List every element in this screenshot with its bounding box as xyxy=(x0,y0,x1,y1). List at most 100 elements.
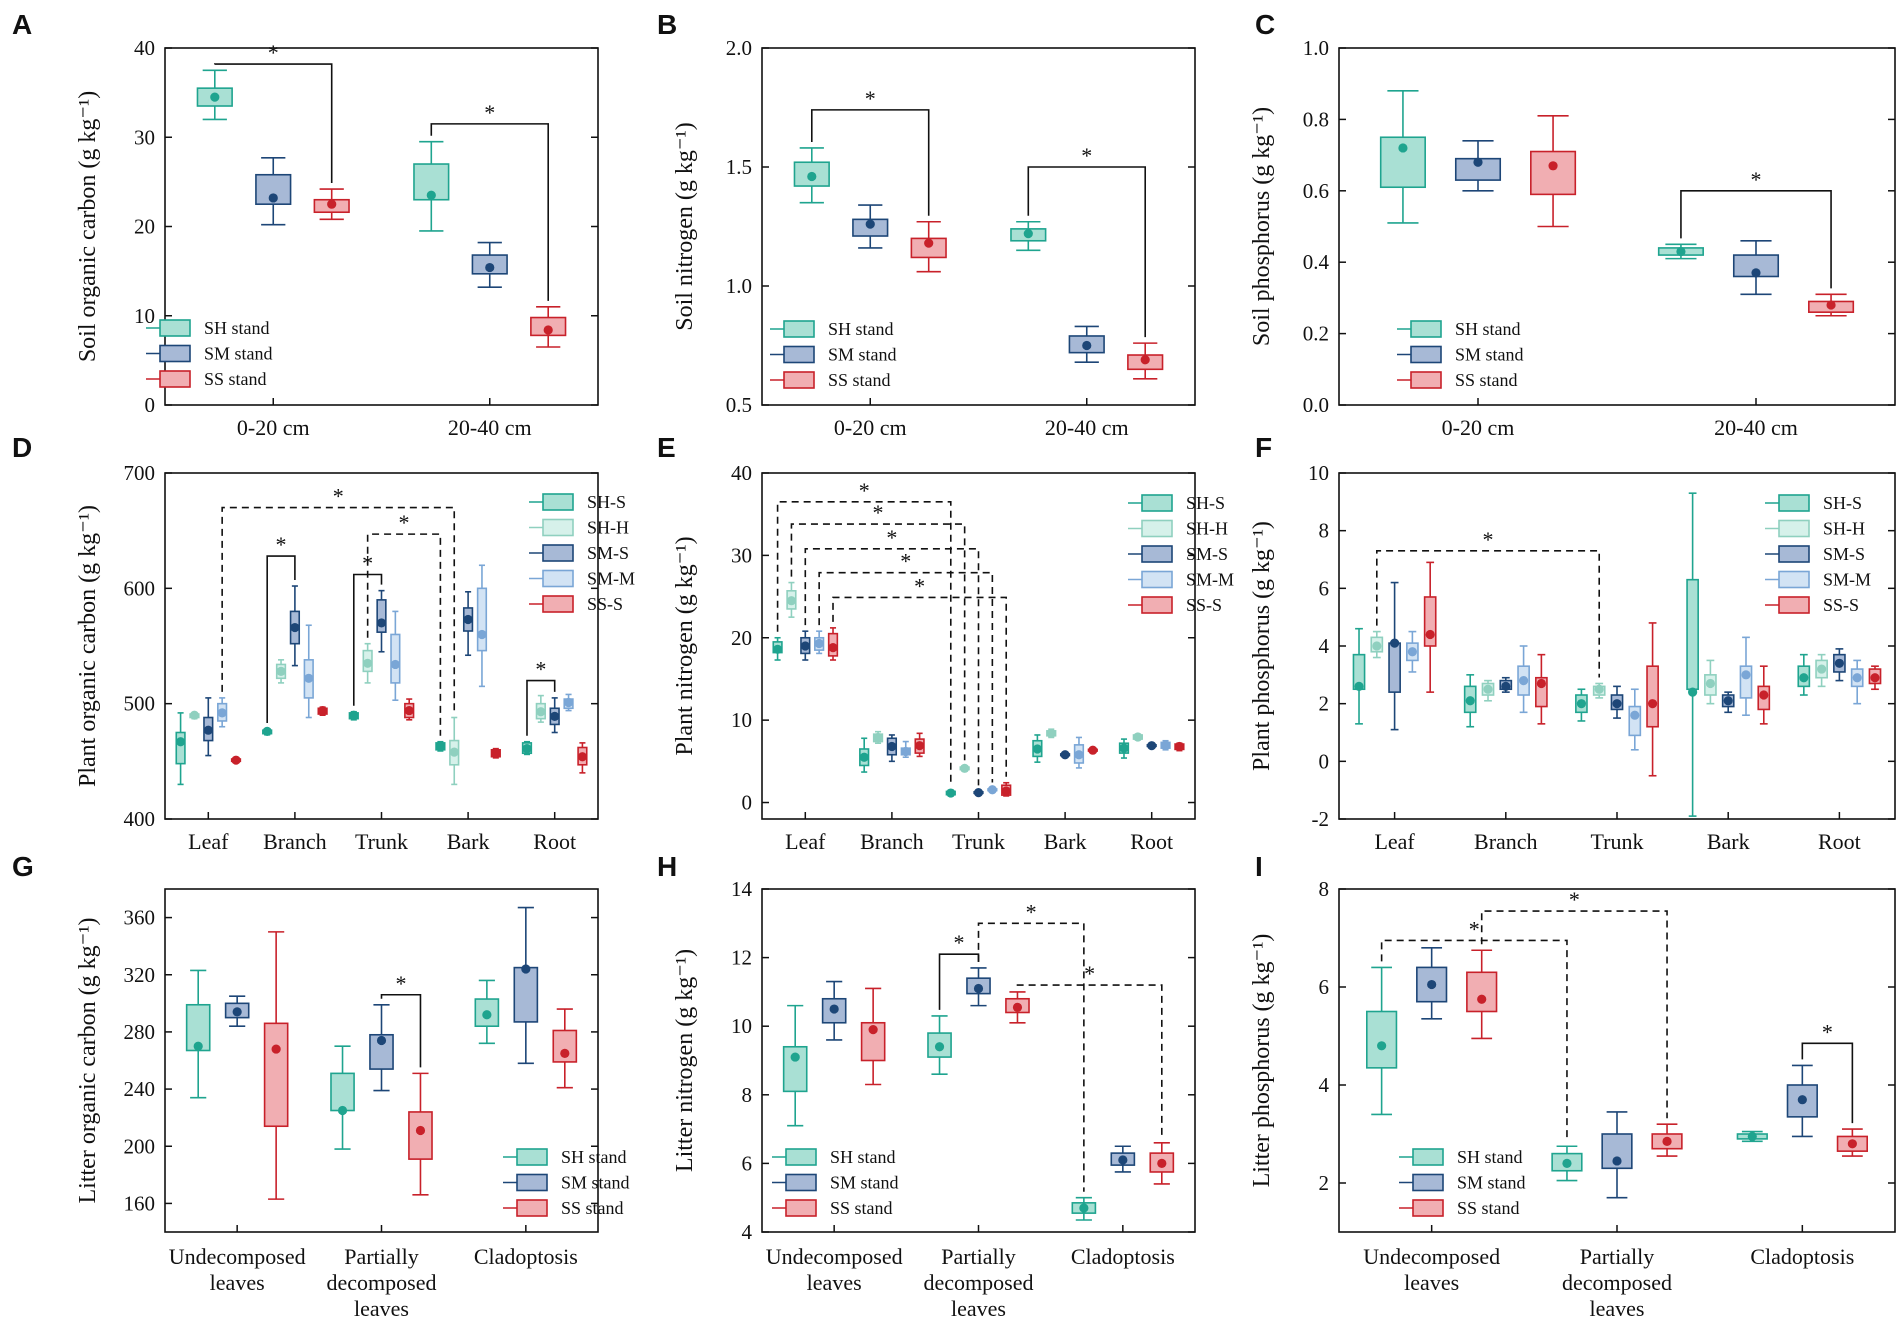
box-SH_H-0 xyxy=(786,581,797,618)
mean-point xyxy=(1817,664,1827,674)
significance-bracket: * xyxy=(977,899,1085,1192)
x-category-label: Leaf xyxy=(1374,829,1415,854)
x-category-label: Partially decomposed leaves xyxy=(327,1244,437,1321)
y-tick-label: 200 xyxy=(124,1134,156,1158)
box-iqr xyxy=(330,1072,355,1112)
significance-bracket: * xyxy=(366,510,442,736)
x-category-label-line: decomposed xyxy=(924,1270,1034,1295)
legend-item-SS: SS stand xyxy=(1399,1198,1520,1218)
legend-swatch xyxy=(542,544,574,562)
panel-C: C 0.0 0.2 0.4 0.6 0.8 1.0 0-20 cm 20-40 cm Soil p… xyxy=(1249,9,1896,440)
mean-point xyxy=(560,1048,570,1058)
mean-point xyxy=(1612,1156,1622,1166)
legend-item-SM: SM-S xyxy=(1128,544,1228,564)
mean-point xyxy=(901,746,911,757)
y-tick-label: -2 xyxy=(1312,807,1330,831)
y-tick-label: 0 xyxy=(145,393,156,417)
x-category-label: Undecomposed leaves xyxy=(169,1244,306,1295)
x-category-label-line: leaves xyxy=(210,1270,265,1295)
mean-point xyxy=(973,983,984,994)
plot-frame xyxy=(1338,472,1896,820)
y-tick-label: 2 xyxy=(1319,1171,1330,1195)
legend: SH-S SH-H SM-S SM-M SS-S xyxy=(1765,493,1871,615)
legend-item-SS: SS stand xyxy=(772,1198,893,1218)
y-tick-label: 6 xyxy=(1319,975,1330,999)
significance-star: * xyxy=(954,930,965,955)
mean-point xyxy=(946,788,956,798)
significance-bracket: * xyxy=(380,971,422,1068)
mean-point xyxy=(1834,658,1844,668)
box-SH_H-4 xyxy=(1815,653,1828,688)
legend-item-SS: SS stand xyxy=(1397,370,1518,390)
legend-item-SH: SH stand xyxy=(772,1147,896,1167)
legend-swatch xyxy=(1778,570,1810,589)
mean-point xyxy=(1088,745,1098,755)
mean-point xyxy=(550,711,560,721)
box-SM_M-1 xyxy=(900,740,911,759)
box-SM-4 xyxy=(549,697,560,734)
mean-point xyxy=(800,641,810,651)
mean-point xyxy=(786,596,797,606)
y-tick-label: 20 xyxy=(134,215,155,239)
box-iqr xyxy=(1530,150,1577,196)
legend-label: SH-H xyxy=(1823,519,1865,539)
box-SH-4 xyxy=(1118,738,1130,759)
box-SM_M-2 xyxy=(987,785,998,795)
mean-point xyxy=(1705,678,1716,689)
x-category-label: Bark xyxy=(1044,829,1087,854)
mean-point xyxy=(960,763,970,773)
significance-star: * xyxy=(865,86,876,111)
mean-point xyxy=(482,1010,492,1020)
legend-item-SS: SS stand xyxy=(146,369,267,389)
mean-point xyxy=(491,748,501,758)
legend-swatch xyxy=(1141,494,1173,512)
y-tick-label: 0.4 xyxy=(1303,250,1330,274)
box-iqr xyxy=(1628,705,1642,737)
x-category-label: 0-20 cm xyxy=(834,415,907,440)
box-SH-1 xyxy=(330,1045,355,1150)
bracket-line xyxy=(804,547,980,786)
legend-swatch xyxy=(785,1173,817,1192)
bracket-line xyxy=(1376,550,1601,678)
y-tick-label: 8 xyxy=(1319,877,1330,901)
box-iqr xyxy=(408,1111,433,1160)
y-tick-label: 6 xyxy=(1319,576,1330,600)
x-category-label-line: Cladoptosis xyxy=(1071,1244,1175,1269)
box-SH_H-4 xyxy=(535,694,546,723)
box-SM_M-1 xyxy=(303,624,314,719)
mean-point xyxy=(426,190,436,200)
significance-star: * xyxy=(873,500,884,525)
y-tick-label: 14 xyxy=(731,877,753,901)
legend-swatch xyxy=(783,371,815,389)
box-SS-2 xyxy=(404,698,415,721)
panel-E: E 0 10 20 30 40 Leaf Branch Trunk Bark Root Plant n… xyxy=(657,432,1234,854)
legend-swatch xyxy=(1141,545,1173,563)
bracket-line xyxy=(526,679,556,736)
mean-point xyxy=(865,219,875,229)
mean-point xyxy=(1688,687,1698,697)
legend-label: SS stand xyxy=(204,369,267,389)
legend-item-SH: SH stand xyxy=(1399,1147,1523,1167)
box-iqr xyxy=(1416,966,1448,1003)
bracket-line xyxy=(1480,910,1668,1119)
y-tick-label: 0.5 xyxy=(726,393,752,417)
bracket-line xyxy=(1680,190,1832,289)
legend-label: SH-H xyxy=(587,518,629,538)
x-category-label: Undecomposed leaves xyxy=(766,1244,903,1295)
box-SM_M-3 xyxy=(1073,736,1085,769)
mean-point xyxy=(1630,710,1640,720)
legend-swatch xyxy=(783,320,815,338)
x-category-label: Partially decomposed leaves xyxy=(924,1244,1034,1321)
plot-frame xyxy=(761,47,1196,406)
box-iqr xyxy=(369,1033,394,1070)
box-SM_M-0 xyxy=(217,697,228,728)
bracket-line xyxy=(266,555,296,724)
significance-star: * xyxy=(1469,916,1480,941)
significance-bracket: * xyxy=(776,478,952,785)
y-tick-label: 30 xyxy=(134,125,155,149)
x-category-label: Bark xyxy=(1707,829,1750,854)
mean-point xyxy=(1147,741,1157,751)
legend-swatch xyxy=(1412,1173,1444,1192)
box-SM-2 xyxy=(1110,1145,1136,1173)
